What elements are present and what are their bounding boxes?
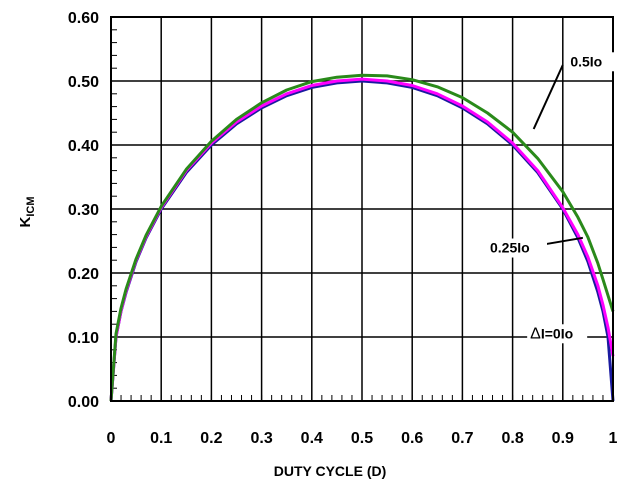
y-axis-label-main: K (17, 217, 34, 228)
y-tick-label-2: 0.20 (68, 266, 99, 283)
y-tick-label-1: 0.10 (68, 330, 99, 347)
x-tick-labels: 0 0.1 0.2 0.3 0.4 0.5 0.6 0.7 0.8 0.9 1 (107, 430, 618, 447)
x-tick-label-4: 0.4 (301, 430, 323, 447)
annotation-leader-0 (532, 64, 564, 130)
x-tick-label-5: 0.5 (351, 430, 373, 447)
x-tick-label-9: 0.9 (552, 430, 574, 447)
y-axis-label-sub: ICM (25, 196, 37, 216)
x-tick-label-3: 0.3 (250, 430, 272, 447)
annotation-bg-2 (527, 324, 588, 344)
y-tick-label-6: 0.60 (68, 10, 99, 27)
x-tick-label-1: 0.1 (150, 430, 172, 447)
x-tick-label-10: 1 (609, 430, 618, 447)
x-tick-label-7: 0.7 (451, 430, 473, 447)
annotation-bg-1 (487, 238, 548, 258)
y-tick-label-0: 0.00 (68, 394, 99, 411)
x-tick-label-6: 0.6 (401, 430, 423, 447)
annotation-text-2: I=0Io (541, 325, 573, 341)
y-tick-label-4: 0.40 (68, 138, 99, 155)
series-layer (109, 73, 615, 402)
annotation-text-0: 0.5Io (570, 53, 602, 69)
x-tick-label-2: 0.2 (200, 430, 222, 447)
annotation-label-0: 0.5Io (570, 53, 602, 69)
svg-text:KICM: KICM (17, 196, 37, 227)
y-tick-labels: 0.00 0.10 0.20 0.30 0.40 0.50 0.60 (68, 10, 99, 411)
x-axis-label: DUTY CYCLE (D) (274, 463, 387, 479)
series-line-2 (109, 73, 615, 402)
plot-border (110, 16, 614, 402)
y-axis-label: KICM (17, 196, 37, 227)
annotations: 0.5Io 0.25Io ΔI=0Io (487, 52, 619, 344)
x-tick-label-8: 0.8 (501, 430, 523, 447)
y-tick-label-3: 0.30 (68, 202, 99, 219)
annotation-symbol-2: Δ (530, 325, 541, 342)
annotation-text-1: 0.25Io (490, 240, 530, 256)
y-tick-label-5: 0.50 (68, 74, 99, 91)
annotation-label-2: ΔI=0Io (530, 325, 573, 342)
annotation-label-1: 0.25Io (490, 240, 530, 256)
annotation-bg-0 (567, 52, 619, 72)
x-tick-label-0: 0 (107, 430, 116, 447)
annotation-leader-1 (545, 236, 584, 246)
